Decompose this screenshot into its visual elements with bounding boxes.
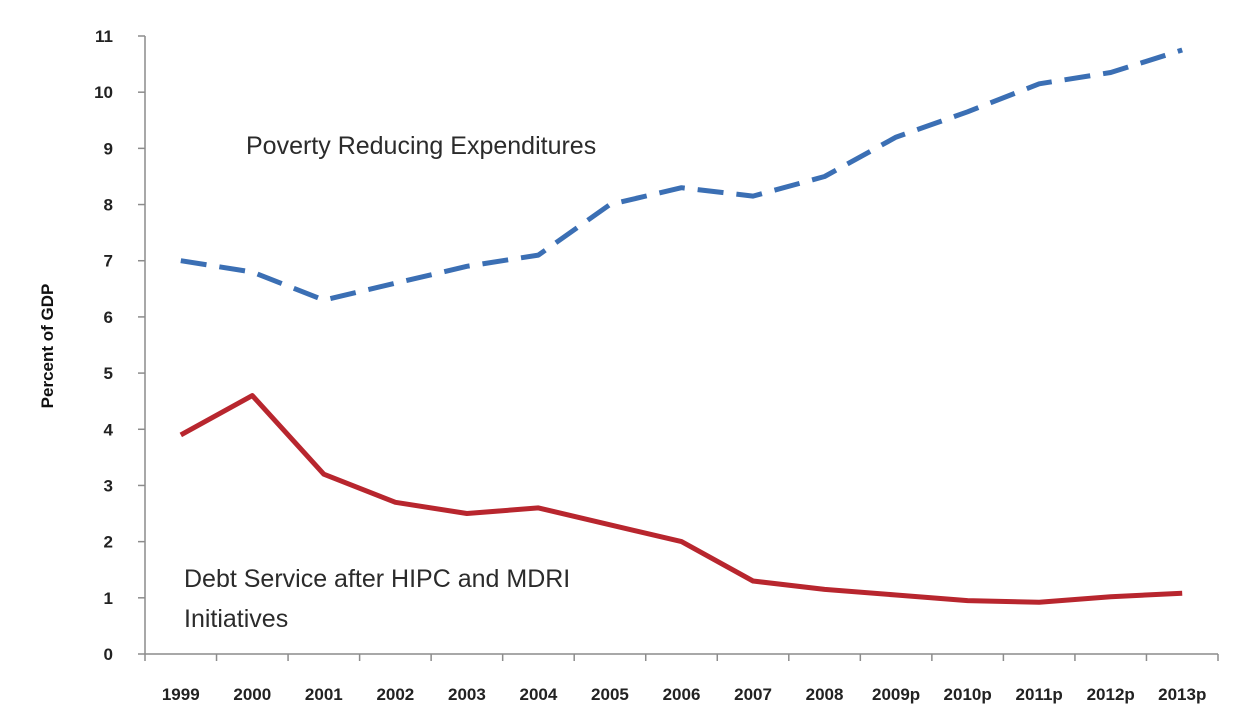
x-tick-label: 2001 [305, 685, 343, 704]
y-tick-label: 0 [104, 645, 113, 664]
tick-labels: 0 1 2 3 4 5 6 7 8 9 10 11 1999 2000 2001 2002 2003 2004 20… [94, 27, 1206, 704]
y-axis-title: Percent of GDP [38, 284, 57, 409]
x-tick-label: 2010p [944, 685, 992, 704]
x-tick-label: 2008 [806, 685, 844, 704]
series-line-debt-service [179, 393, 1183, 605]
x-tick-label: 2002 [376, 685, 414, 704]
y-tick-label: 2 [104, 533, 113, 552]
x-tick-label: 2000 [233, 685, 271, 704]
x-tick-label: 2005 [591, 685, 629, 704]
y-tick-label: 1 [104, 589, 113, 608]
x-tick-label: 2013p [1158, 685, 1206, 704]
y-tick-label: 5 [104, 364, 113, 383]
annotation-poverty-reducing-expenditures: Poverty Reducing Expenditures [246, 132, 596, 160]
x-tick-label: 2006 [663, 685, 701, 704]
x-tick-label: 2003 [448, 685, 486, 704]
y-tick-label: 6 [104, 308, 113, 327]
y-tick-label: 4 [104, 420, 114, 439]
x-tick-label: 2011p [1016, 685, 1063, 704]
y-tick-label: 8 [104, 196, 113, 215]
y-tick-label: 3 [104, 476, 113, 495]
x-tick-label: 2007 [734, 685, 772, 704]
x-tick-label: 2012p [1087, 685, 1135, 704]
y-tick-label: 9 [104, 139, 113, 158]
x-tick-label: 1999 [162, 685, 200, 704]
y-tick-label: 10 [94, 83, 113, 102]
series-lines [179, 47, 1183, 605]
series-line-poverty-reducing-expenditures [180, 47, 1183, 303]
x-tick-label: 2009p [872, 685, 920, 704]
x-tick-label: 2004 [520, 685, 558, 704]
annotation-debt-service-line-1: Debt Service after HIPC and MDRI [184, 565, 570, 593]
y-tick-label: 7 [104, 252, 113, 271]
axes [138, 35, 1219, 661]
y-tick-label: 11 [95, 27, 113, 46]
annotation-debt-service-line-2: Initiatives [184, 605, 288, 633]
